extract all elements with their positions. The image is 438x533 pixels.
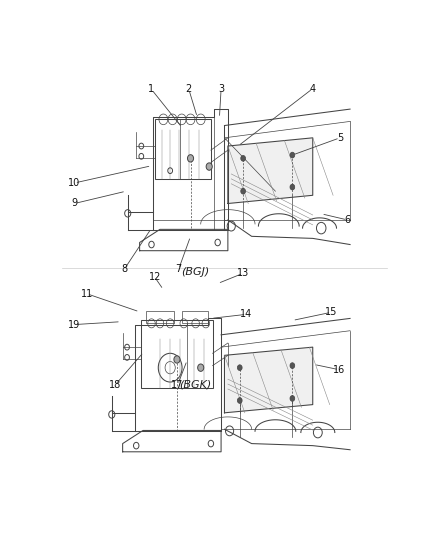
Text: 11: 11 <box>81 289 93 299</box>
Text: 17: 17 <box>171 380 184 390</box>
Circle shape <box>290 184 295 190</box>
Text: 15: 15 <box>325 307 338 317</box>
Text: 1: 1 <box>148 84 155 94</box>
Text: 16: 16 <box>333 365 345 375</box>
Circle shape <box>206 163 212 170</box>
Circle shape <box>241 188 246 194</box>
Circle shape <box>290 363 295 368</box>
Text: 18: 18 <box>109 380 121 390</box>
Bar <box>146 311 173 324</box>
Text: 10: 10 <box>68 178 81 188</box>
Text: 5: 5 <box>337 133 343 143</box>
Circle shape <box>187 155 194 162</box>
Text: 19: 19 <box>68 320 81 329</box>
Bar <box>155 119 211 179</box>
Text: 4: 4 <box>310 84 316 94</box>
Circle shape <box>290 395 295 401</box>
Circle shape <box>241 156 246 161</box>
Text: 3: 3 <box>218 84 224 94</box>
Text: 12: 12 <box>148 272 161 282</box>
Text: (BGK): (BGK) <box>180 380 212 390</box>
Text: 9: 9 <box>71 198 78 208</box>
Text: 2: 2 <box>186 84 192 94</box>
Circle shape <box>290 152 295 158</box>
Circle shape <box>198 364 204 372</box>
Circle shape <box>237 398 242 403</box>
Circle shape <box>174 356 180 363</box>
Text: 6: 6 <box>344 215 350 225</box>
Text: 13: 13 <box>237 268 249 278</box>
Text: 14: 14 <box>240 309 253 319</box>
Bar <box>182 311 208 324</box>
Circle shape <box>237 365 242 370</box>
Bar <box>141 320 212 388</box>
Polygon shape <box>224 347 313 413</box>
Text: (BGJ): (BGJ) <box>181 268 210 278</box>
Text: 8: 8 <box>121 264 127 274</box>
Text: 7: 7 <box>176 264 182 274</box>
Polygon shape <box>228 138 313 204</box>
